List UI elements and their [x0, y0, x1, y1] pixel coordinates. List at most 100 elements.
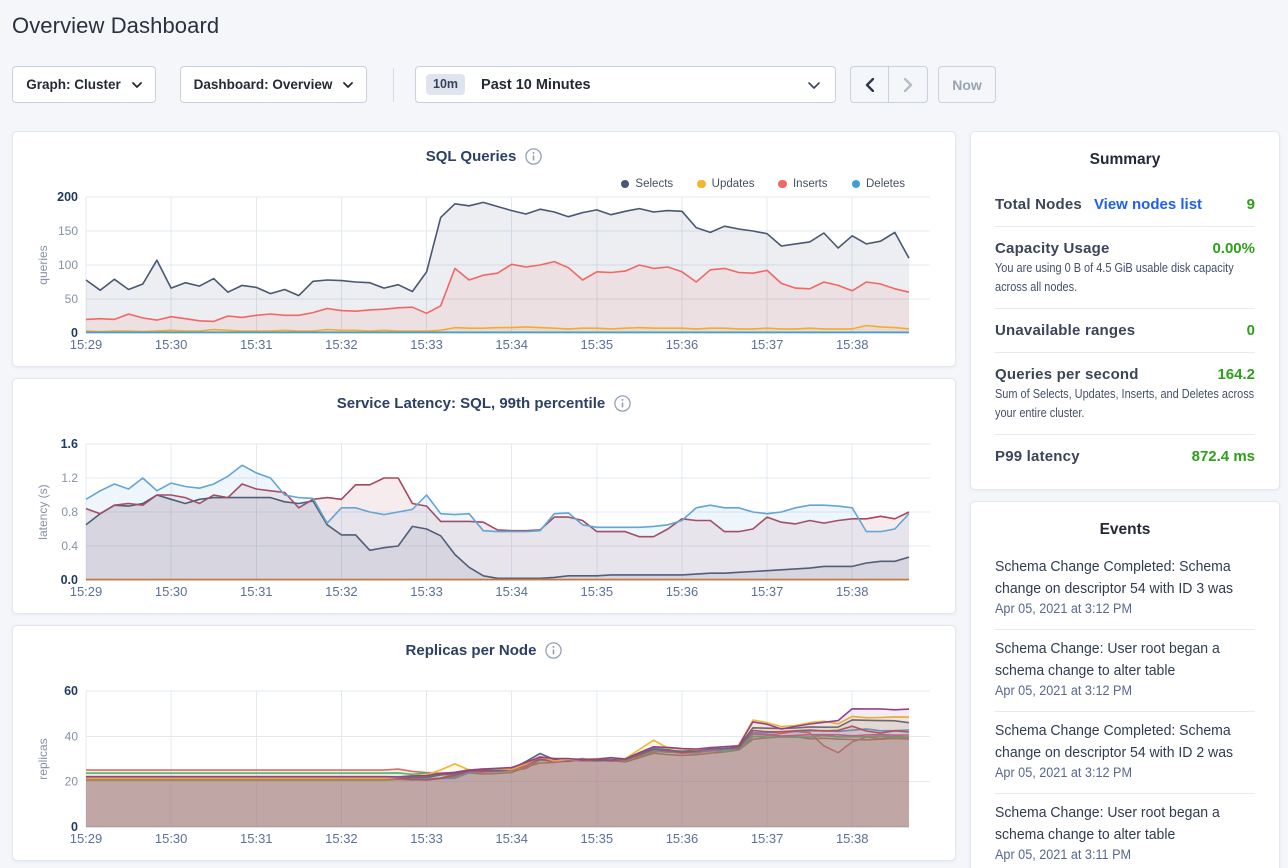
chart-plot[interactable]: 0 50 100 150 200 15:29 15:30 15:31 15:32 15:33 15:… [13, 132, 955, 366]
chart-title-row: SQL Queries [13, 148, 955, 165]
controls-divider [393, 68, 394, 102]
x-tick-label: 15:37 [751, 337, 784, 352]
summary-row-value: 9 [1246, 196, 1255, 213]
y-tick-label: 0.4 [61, 539, 78, 553]
event-item[interactable]: Schema Change: User root began a schema … [995, 794, 1255, 864]
divider [995, 711, 1255, 712]
x-tick-label: 15:34 [495, 584, 528, 599]
view-nodes-list-link[interactable]: View nodes list [1093, 196, 1203, 213]
legend-dot [851, 179, 860, 189]
x-tick-label: 15:37 [751, 584, 784, 599]
series-line-node-2 [85, 477, 910, 538]
chart-title: SQL Queries [425, 148, 517, 165]
series-area-node-salmon [86, 731, 909, 827]
event-item[interactable]: Schema Change Completed: Schema change o… [995, 712, 1255, 794]
chevron-left-icon [865, 77, 874, 92]
legend-item[interactable]: Deletes [851, 178, 905, 190]
series-area-node-olive [86, 736, 909, 827]
summary-panel: Summary Total Nodes View nodes list 9 Capac… [970, 131, 1280, 490]
y-tick-label: 200 [57, 190, 78, 204]
divider [995, 308, 1255, 309]
events-panel: Events Schema Change Completed: Schema c… [970, 501, 1280, 868]
x-tick-label: 15:29 [70, 831, 103, 846]
x-tick-label: 15:34 [495, 831, 528, 846]
legend-label: Inserts [792, 178, 828, 190]
event-item[interactable]: Schema Change: User root began a schema … [995, 630, 1255, 712]
x-tick-label: 15:32 [325, 584, 358, 599]
x-tick-label: 15:36 [666, 337, 699, 352]
y-tick-label: 0 [71, 820, 78, 834]
info-icon[interactable] [525, 148, 543, 165]
info-icon[interactable] [545, 642, 563, 659]
step-forward-button[interactable] [889, 67, 927, 102]
x-tick-label: 15:33 [410, 831, 443, 846]
series-area-node-2 [86, 478, 909, 580]
chart-title: Service Latency: SQL, 99th percentile [336, 395, 606, 412]
time-step-buttons [850, 66, 928, 103]
series-line-node-1 [85, 494, 910, 580]
event-message: Schema Change Completed: Schema change o… [995, 558, 1234, 597]
chart-card-replicas-per-node: Replicas per Node 0 20 40 60 15:29 15:30 15:31 1… [12, 625, 956, 861]
legend-label: Deletes [866, 178, 905, 190]
summary-row-label: Unavailable ranges [995, 322, 1136, 339]
summary-row-label: Total Nodes [995, 196, 1082, 213]
chart-legend: Selects Updates Inserts Deletes [620, 178, 905, 190]
x-tick-label: 15:32 [325, 337, 358, 352]
x-tick-label: 15:36 [666, 584, 699, 599]
summary-row-value: 164.2 [1217, 366, 1255, 383]
y-tick-label: 100 [58, 258, 78, 272]
chart-card-service-latency: Service Latency: SQL, 99th percentile 0.0… [12, 378, 956, 614]
x-tick-label: 15:38 [836, 337, 869, 352]
x-tick-label: 15:33 [410, 584, 443, 599]
y-tick-label: 0.0 [61, 573, 78, 587]
chart-title-row: Replicas per Node [13, 642, 955, 659]
event-message: Schema Change: User root began a schema … [995, 804, 1220, 843]
summary-row-caption: Sum of Selects, Updates, Inserts, and De… [995, 386, 1255, 420]
x-tick-label: 15:30 [155, 337, 188, 352]
legend-dot [620, 179, 630, 189]
y-axis-unit-label: replicas [36, 738, 50, 779]
event-item[interactable]: Schema Change Completed: Schema change o… [995, 548, 1255, 630]
event-message: Schema Change Completed: Schema change o… [995, 722, 1234, 761]
chevron-down-icon [808, 82, 820, 89]
series-area-node-gray [86, 719, 909, 827]
series-line-node-purple [86, 708, 910, 778]
chart-plot[interactable]: 0.0 0.4 0.8 1.2 1.6 15:29 15:30 15:31 15:32 15:33… [13, 379, 955, 613]
event-timestamp: Apr 05, 2021 at 3:12 PM [995, 683, 1132, 698]
legend-item[interactable]: Updates [697, 178, 754, 190]
x-tick-label: 15:30 [155, 831, 188, 846]
x-tick-label: 15:35 [581, 584, 614, 599]
legend-item[interactable]: Inserts [778, 178, 828, 190]
summary-row-label: Queries per second [995, 366, 1139, 383]
chart-title: Replicas per Node [405, 642, 537, 659]
time-window-badge: 10m [426, 74, 466, 95]
controls-bar: Graph: Cluster Dashboard: Overview 10m P… [0, 66, 1288, 104]
y-axis-unit-label: latency (s) [36, 484, 50, 539]
graph-dropdown[interactable]: Graph: Cluster [12, 66, 156, 103]
series-area-node-blue [86, 728, 909, 827]
chart-plot[interactable]: 0 20 40 60 15:29 15:30 15:31 15:32 15:33 15:34 15:… [13, 626, 955, 860]
legend-label: Updates [711, 178, 755, 190]
time-window-selector[interactable]: 10m Past 10 Minutes [415, 66, 836, 103]
legend-item[interactable]: Selects [620, 178, 674, 190]
now-button[interactable]: Now [938, 66, 996, 103]
events-title: Events [1099, 521, 1151, 538]
y-tick-label: 50 [65, 292, 79, 306]
series-area-node-3 [86, 465, 909, 580]
summary-title: Summary [1089, 151, 1161, 168]
x-tick-label: 15:34 [495, 337, 528, 352]
x-tick-label: 15:33 [410, 337, 443, 352]
series-area-node-yellow [86, 716, 909, 827]
step-back-button[interactable] [851, 67, 890, 102]
x-tick-label: 15:31 [240, 831, 273, 846]
info-icon[interactable] [614, 395, 631, 412]
x-tick-label: 15:36 [666, 831, 699, 846]
x-tick-label: 15:35 [581, 831, 614, 846]
legend-label: Selects [635, 178, 674, 190]
dashboard-dropdown[interactable]: Dashboard: Overview [180, 66, 367, 103]
series-area-node-pink [86, 733, 909, 827]
summary-row-value: 0.00% [1212, 240, 1255, 257]
chevron-down-icon [343, 81, 354, 88]
series-line-Updates [85, 324, 910, 333]
series-area-node-green [86, 735, 909, 827]
